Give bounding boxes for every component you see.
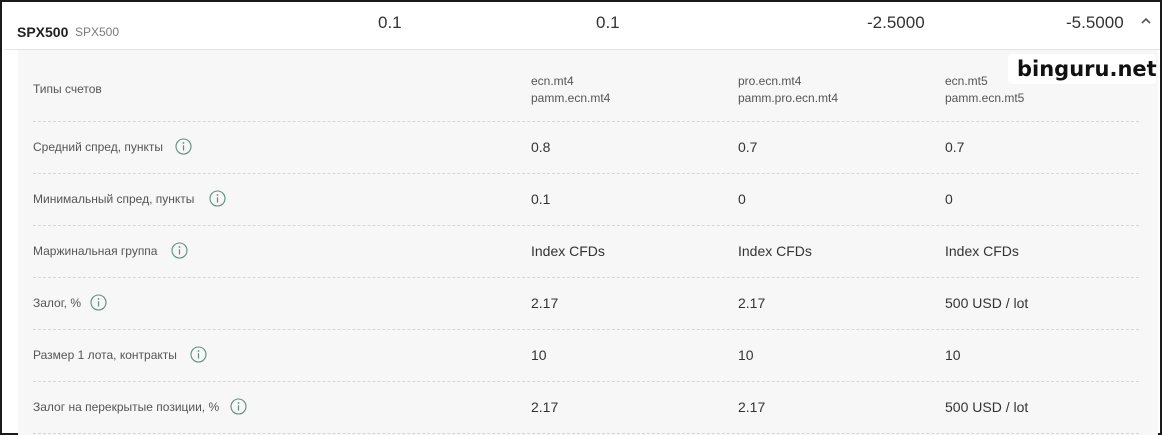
avg-spread-row: Средний спред, пункты 0.8 0.7 0.7 [33, 122, 1139, 174]
cell-value: 0.1 [531, 191, 551, 207]
cell-value: 2.17 [531, 295, 559, 311]
cell-value: 10 [738, 347, 754, 363]
account-types-row: Типы счетов ecn.mt4 pamm.ecn.mt4 pro.ecn.… [33, 50, 1139, 122]
cell-value: 2.17 [738, 295, 766, 311]
watermark: binguru.net [1008, 54, 1157, 84]
header-value-4: -5.5000 [1066, 13, 1124, 32]
account-type-secondary: pamm.ecn.mt5 [945, 91, 1025, 105]
hedged-margin-row: Залог на перекрытые позиции, % 2.17 2.17… [33, 382, 1139, 434]
row-label: Типы счетов [33, 82, 102, 96]
cell-value: 0 [738, 191, 746, 207]
cell-value: 0 [945, 191, 953, 207]
instrument-description: SPX500 [75, 25, 120, 39]
info-icon[interactable] [190, 346, 207, 363]
info-icon[interactable] [175, 138, 192, 155]
min-spread-row: Минимальный спред, пункты 0.1 0 0 [33, 174, 1139, 226]
account-type-cell: ecn.mt4 pamm.ecn.mt4 [531, 73, 610, 107]
account-type-primary: pro.ecn.mt4 [738, 74, 802, 88]
cell-value: 0.7 [738, 139, 758, 155]
cell-value: 2.17 [531, 399, 559, 415]
account-type-cell: pro.ecn.mt4 pamm.pro.ecn.mt4 [738, 73, 838, 107]
row-label: Размер 1 лота, контракты [33, 348, 177, 362]
cell-value: 0.8 [531, 139, 551, 155]
cell-value: 10 [945, 347, 961, 363]
row-label: Маржинальная группа [33, 244, 158, 258]
cell-value: 10 [531, 347, 547, 363]
margin-group-row: Маржинальная группа Index CFDs Index CFD… [33, 226, 1139, 278]
row-label: Минимальный спред, пункты [33, 192, 195, 206]
cell-value: Index CFDs [945, 243, 1019, 259]
row-label: Средний спред, пункты [33, 140, 164, 154]
account-type-cell: ecn.mt5 pamm.ecn.mt5 [945, 73, 1024, 107]
cell-value: Index CFDs [738, 243, 812, 259]
account-type-primary: ecn.mt5 [945, 74, 988, 88]
header-value-1: 0.1 [378, 13, 402, 32]
margin-percent-row: Залог, % 2.17 2.17 500 USD / lot [33, 278, 1139, 330]
row-label: Залог на перекрытые позиции, % [33, 400, 220, 414]
info-icon[interactable] [90, 294, 107, 311]
instrument-symbol: SPX500 [17, 24, 69, 40]
details-panel: Типы счетов ecn.mt4 pamm.ecn.mt4 pro.ecn.… [18, 50, 1158, 435]
lot-size-row: Размер 1 лота, контракты 10 10 10 [33, 330, 1139, 382]
cell-value: Index CFDs [531, 243, 605, 259]
cell-value: 500 USD / lot [945, 295, 1029, 311]
row-label: Залог, % [33, 296, 81, 310]
account-type-primary: ecn.mt4 [531, 74, 574, 88]
info-icon[interactable] [171, 242, 188, 259]
header-value-2: 0.1 [596, 13, 620, 32]
instrument-header[interactable]: SPX500 SPX500 0.1 0.1 -2.5000 -5.5000 [4, 4, 1160, 50]
info-icon[interactable] [230, 398, 247, 415]
account-type-secondary: pamm.ecn.mt4 [531, 91, 611, 105]
info-icon[interactable] [209, 190, 226, 207]
header-value-3: -2.5000 [867, 13, 925, 32]
cell-value: 0.7 [945, 139, 965, 155]
cell-value: 2.17 [738, 399, 766, 415]
account-type-secondary: pamm.pro.ecn.mt4 [738, 91, 839, 105]
cell-value: 500 USD / lot [945, 399, 1029, 415]
chevron-up-icon[interactable] [1138, 13, 1154, 29]
